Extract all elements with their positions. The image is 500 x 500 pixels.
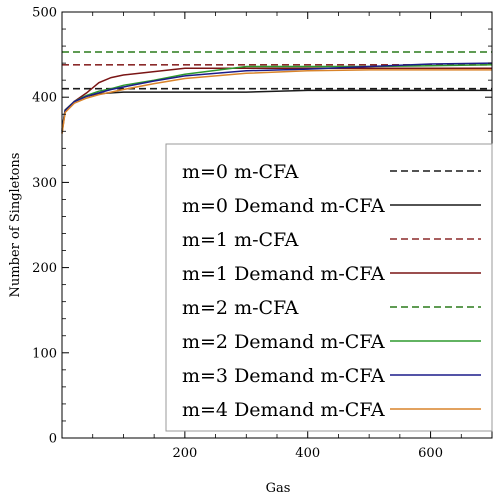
y-tick-label: 100 [32, 346, 57, 361]
series-line-8 [61, 69, 492, 134]
legend-label: m=2 Demand m-CFA [182, 331, 385, 353]
y-tick-label: 300 [32, 176, 57, 191]
series-layer [61, 51, 493, 134]
legend-box [165, 143, 493, 432]
legend-label: m=0 m-CFA [182, 161, 299, 183]
legend-label: m=2 m-CFA [182, 297, 299, 319]
y-tick-label: 0 [49, 432, 57, 447]
y-tick-label: 200 [32, 261, 57, 276]
legend-label: m=0 Demand m-CFA [182, 195, 385, 217]
series-line-7 [61, 62, 493, 132]
legend-label: m=3 Demand m-CFA [182, 365, 385, 387]
legend-label: m=1 Demand m-CFA [182, 263, 385, 285]
y-axis-title: Number of Singletons [8, 153, 23, 298]
legend: m=0 m-CFA m=0 Demand m-CFA m=1 m-CFA m=1 De… [165, 143, 493, 432]
x-tick-label: 400 [295, 446, 320, 461]
legend-label: m=1 m-CFA [182, 229, 299, 251]
legend-label: m=4 Demand m-CFA [182, 399, 385, 421]
axes-layer: 0 100 200 300 400 500 200 400 600 [32, 6, 493, 461]
y-tick-label: 500 [32, 6, 57, 21]
x-axis-title: Gas [266, 481, 291, 496]
y-tick-label: 400 [32, 91, 57, 106]
x-tick-label: 600 [418, 446, 443, 461]
x-tick-label: 200 [172, 446, 197, 461]
